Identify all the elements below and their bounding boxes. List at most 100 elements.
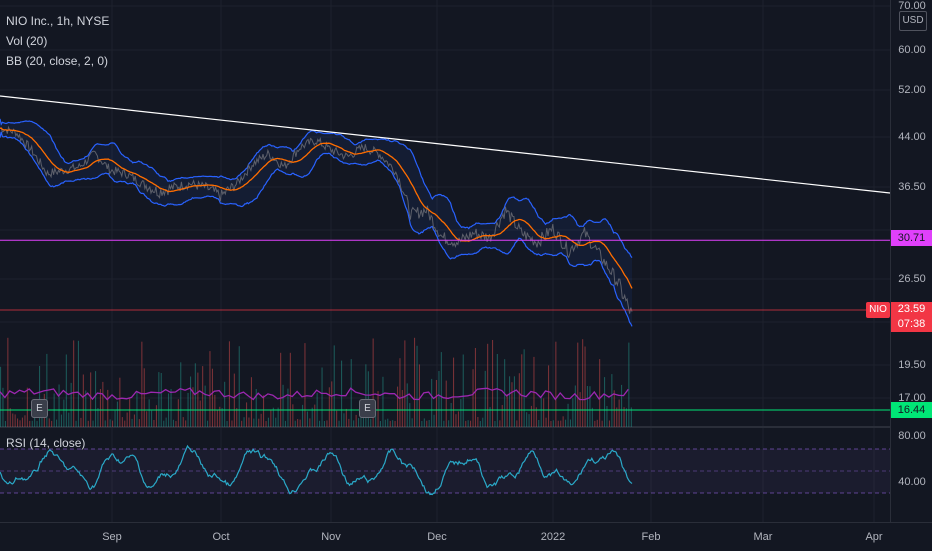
- volume-bar: [489, 407, 491, 427]
- volume-bar: [326, 420, 328, 427]
- volume-bar: [543, 398, 545, 427]
- time-label: Dec: [427, 531, 447, 543]
- volume-bar: [265, 421, 267, 427]
- volume-bar: [304, 343, 306, 427]
- volume-bar: [263, 395, 265, 427]
- volume-bar: [387, 418, 389, 427]
- bb-fill: [0, 118, 632, 327]
- volume-bar: [248, 417, 250, 427]
- volume-bar: [431, 378, 433, 427]
- volume-bar: [616, 407, 618, 427]
- volume-bar: [177, 399, 179, 427]
- volume-bar: [611, 374, 613, 427]
- volume-bar: [606, 406, 608, 427]
- volume-bar: [623, 407, 625, 427]
- volume-bar: [107, 389, 109, 427]
- price-tick: 60.00: [898, 44, 926, 56]
- volume-bar: [309, 418, 311, 427]
- volume-bar: [236, 408, 238, 427]
- volume-bar: [538, 420, 540, 427]
- volume-bar: [138, 419, 140, 427]
- volume-bar: [550, 421, 552, 427]
- volume-bar: [426, 420, 428, 427]
- volume-bar: [416, 345, 418, 427]
- earnings-marker[interactable]: E: [31, 399, 48, 418]
- volume-bar: [625, 408, 627, 427]
- price-scale[interactable]: 70.00 60.00 52.00 44.00 36.50 26.50 19.5…: [890, 0, 932, 522]
- volume-bar: [379, 421, 381, 427]
- bollinger-bands-label[interactable]: BB (20, close, 2, 0): [6, 54, 109, 68]
- volume-bar: [80, 417, 82, 427]
- time-label: Nov: [321, 531, 341, 543]
- volume-bar: [555, 341, 557, 427]
- volume-bar: [414, 337, 416, 427]
- volume-bar: [133, 414, 135, 427]
- time-axis[interactable]: Sep Oct Nov Dec 2022 Feb Mar Apr: [0, 522, 932, 551]
- volume-bar: [175, 421, 177, 427]
- time-label: Apr: [865, 531, 883, 543]
- symbol-title[interactable]: NIO Inc., 1h, NYSE: [6, 14, 110, 28]
- volume-bar: [246, 402, 248, 427]
- ticker-tag: NIO: [866, 302, 890, 318]
- volume-bar: [496, 354, 498, 427]
- volume-bar: [116, 401, 118, 427]
- volume-bar: [260, 413, 262, 427]
- volume-bar: [552, 420, 554, 427]
- volume-bar: [56, 419, 58, 427]
- volume-bar: [545, 417, 547, 427]
- volume-bar: [314, 404, 316, 427]
- volume-bar: [121, 417, 123, 427]
- last-price-badge: 23.59 07:38: [891, 302, 932, 332]
- volume-bar: [596, 419, 598, 427]
- time-label: Mar: [753, 531, 773, 543]
- magenta-level-badge: 30.71: [891, 230, 932, 246]
- volume-bar: [284, 420, 286, 427]
- volume-bar: [582, 339, 584, 427]
- volume-bar: [209, 351, 211, 427]
- volume-bar: [185, 420, 187, 427]
- volume-bar: [462, 354, 464, 427]
- volume-bar: [12, 413, 14, 427]
- volume-bar: [17, 418, 19, 427]
- volume-bar: [250, 377, 252, 427]
- volume-bar: [112, 420, 114, 427]
- volume-bar: [238, 346, 240, 427]
- volume-bar: [562, 416, 564, 427]
- volume-bar: [180, 362, 182, 427]
- volume-bar: [375, 408, 377, 427]
- volume-bar: [311, 407, 313, 427]
- volume-bar: [190, 376, 192, 427]
- volume-bar: [165, 417, 167, 427]
- volume-bar: [233, 373, 235, 427]
- volume-bar: [435, 380, 437, 427]
- volume-bar: [95, 371, 97, 427]
- volume-bar: [224, 381, 226, 427]
- volume-bar: [450, 403, 452, 427]
- volume-bar: [608, 420, 610, 427]
- bb-basis-line: [0, 127, 633, 289]
- volume-bar: [418, 364, 420, 427]
- volume-indicator-label[interactable]: Vol (20): [6, 34, 48, 48]
- volume-bar: [297, 419, 299, 427]
- volume-bar: [511, 382, 513, 427]
- volume-bar: [221, 408, 223, 427]
- volume-bar: [394, 421, 396, 427]
- volume-bar: [601, 420, 603, 427]
- volume-bar: [124, 420, 126, 427]
- volume-bar: [455, 414, 457, 427]
- volume-bar: [214, 395, 216, 427]
- volume-bar: [350, 359, 352, 427]
- price-chart-canvas[interactable]: [0, 0, 890, 522]
- earnings-marker[interactable]: E: [359, 399, 376, 418]
- volume-bar: [85, 390, 87, 427]
- volume-bar: [521, 354, 523, 427]
- volume-bar: [569, 419, 571, 427]
- volume-bar: [591, 407, 593, 427]
- rsi-indicator-label[interactable]: RSI (14, close): [6, 436, 86, 450]
- trend-line: [0, 95, 890, 194]
- volume-bar: [630, 407, 632, 427]
- volume-bar: [92, 420, 94, 427]
- currency-button[interactable]: USD: [899, 11, 927, 31]
- volume-bar: [399, 358, 401, 427]
- volume-bar: [433, 414, 435, 427]
